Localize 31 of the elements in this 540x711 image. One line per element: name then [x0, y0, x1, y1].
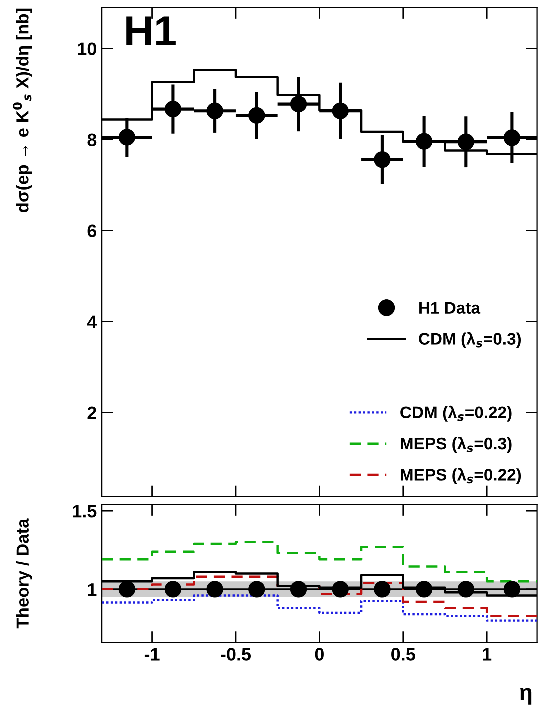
x-tick-label: 1	[483, 648, 492, 661]
y-tick-label: 10	[78, 42, 96, 56]
point	[118, 129, 136, 146]
y-tick-label: 1	[88, 584, 97, 596]
legend-label: CDM (λ$_{s}$=0.22)	[400, 406, 512, 422]
x-tick-label: -1	[144, 648, 160, 661]
point	[248, 107, 266, 124]
legend-label: H1 Data	[420, 302, 481, 314]
legend-label: MEPS (λ$_{s}$=0.3)	[401, 437, 512, 453]
y-axis-title: dσ(ep → e K$^{0}$$_{s}$ X)/dη [nb]	[12, 8, 32, 212]
y-axis-title: Theory / Data	[16, 518, 32, 629]
point	[206, 102, 224, 120]
x-tick-label: -0.5	[221, 648, 252, 661]
y-tick-label: 8	[88, 134, 97, 147]
x-tick-label: 0	[315, 648, 324, 661]
point	[164, 100, 182, 118]
point	[504, 130, 521, 146]
point	[374, 151, 391, 168]
x-tick-label: 0.5	[392, 648, 416, 661]
y-tick-label: 2	[88, 406, 96, 420]
legend-label: MEPS (λ$_{s}$=0.22)	[401, 468, 522, 484]
point	[416, 133, 433, 150]
y-tick-label: 6	[88, 224, 97, 238]
point	[458, 134, 474, 150]
point	[290, 96, 308, 113]
annotation: H1	[126, 16, 176, 46]
point	[332, 102, 349, 120]
y-tick-label: 1.5	[73, 505, 97, 518]
y-tick-label: 4	[87, 316, 98, 328]
legend-label: CDM (λ$_{s}$=0.3)	[419, 332, 522, 348]
x-axis-title: η	[520, 688, 532, 705]
